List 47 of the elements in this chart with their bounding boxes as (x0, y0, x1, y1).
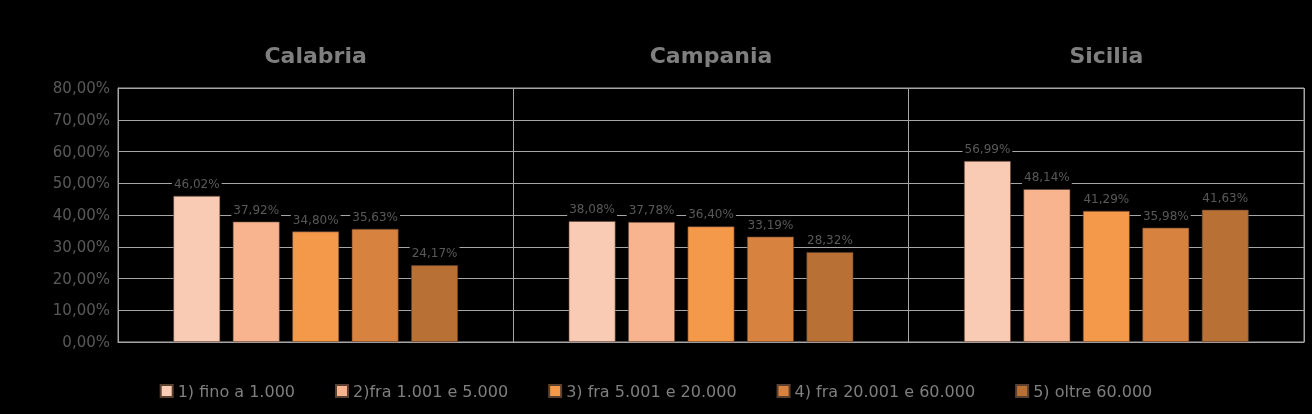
y-tick-label: 70,00% (52, 110, 110, 129)
data-label: 35,63% (352, 209, 399, 224)
data-label: 33,19% (747, 217, 794, 232)
y-tick-label: 80,00% (52, 79, 110, 97)
bar (628, 222, 675, 342)
data-label: 37,92% (233, 202, 280, 217)
bar (173, 195, 221, 342)
data-label: 41,63% (1202, 190, 1249, 205)
x-tick-label: Sicilia (1069, 42, 1144, 68)
data-label: 24,17% (411, 246, 458, 261)
bar (1201, 209, 1249, 342)
y-tick-label: 60,00% (52, 142, 110, 161)
data-label: 34,80% (292, 212, 339, 227)
data-label: 37,78% (628, 203, 675, 218)
bar (747, 236, 794, 342)
data-label: 28,32% (807, 233, 853, 248)
legend-label: 2)fra 1.001 e 5.000 (352, 381, 509, 401)
bar (351, 228, 399, 342)
y-tick-label: 50,00% (52, 174, 110, 193)
bar (1023, 189, 1071, 342)
data-label: 38,08% (569, 202, 615, 217)
bar (232, 221, 280, 342)
y-tick-label: 20,00% (52, 269, 110, 288)
data-label: 56,99% (964, 142, 1011, 157)
x-tick-label: Calabria (264, 42, 367, 68)
bar (1082, 210, 1130, 342)
bar (411, 265, 458, 342)
bar (806, 252, 854, 342)
y-tick-label: 30,00% (52, 237, 110, 256)
legend-label: 5) oltre 60.000 (1033, 381, 1153, 401)
y-tick-label: 0,00% (62, 333, 110, 351)
bar (292, 231, 340, 342)
data-label: 41,29% (1083, 191, 1130, 206)
bar (964, 161, 1011, 342)
data-label: 35,98% (1142, 208, 1189, 223)
bar (568, 221, 616, 342)
legend-label: 4) fra 20.001 e 60.000 (794, 381, 976, 401)
bar (687, 226, 735, 342)
legend-label: 1) fino a 1.000 (177, 381, 295, 401)
data-label: 48,14% (1023, 170, 1070, 185)
y-tick-label: 10,00% (52, 301, 110, 320)
data-label: 36,40% (688, 207, 734, 222)
data-label: 46,02% (173, 176, 220, 191)
bar (1142, 227, 1190, 342)
y-tick-label: 40,00% (52, 206, 110, 224)
legend-label: 3) fra 5.001 e 20.000 (566, 381, 737, 401)
x-tick-label: Campania (649, 42, 773, 68)
